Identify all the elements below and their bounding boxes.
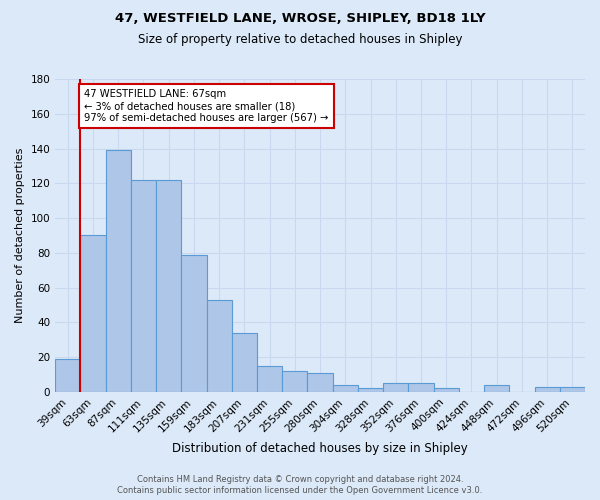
Bar xyxy=(206,300,232,392)
Bar xyxy=(560,386,585,392)
Bar xyxy=(409,384,434,392)
Bar xyxy=(257,366,282,392)
Bar xyxy=(282,371,307,392)
Text: Contains public sector information licensed under the Open Government Licence v3: Contains public sector information licen… xyxy=(118,486,482,495)
Text: Contains HM Land Registry data © Crown copyright and database right 2024.: Contains HM Land Registry data © Crown c… xyxy=(137,475,463,484)
Bar xyxy=(80,236,106,392)
Bar xyxy=(535,386,560,392)
Bar xyxy=(332,385,358,392)
Text: Size of property relative to detached houses in Shipley: Size of property relative to detached ho… xyxy=(138,32,462,46)
Bar xyxy=(434,388,459,392)
Text: 47, WESTFIELD LANE, WROSE, SHIPLEY, BD18 1LY: 47, WESTFIELD LANE, WROSE, SHIPLEY, BD18… xyxy=(115,12,485,26)
Text: 47 WESTFIELD LANE: 67sqm
← 3% of detached houses are smaller (18)
97% of semi-de: 47 WESTFIELD LANE: 67sqm ← 3% of detache… xyxy=(84,90,329,122)
Bar xyxy=(156,180,181,392)
Bar xyxy=(484,385,509,392)
Bar xyxy=(358,388,383,392)
Bar xyxy=(55,359,80,392)
Bar xyxy=(181,254,206,392)
Bar xyxy=(232,333,257,392)
Bar xyxy=(106,150,131,392)
Bar xyxy=(307,373,332,392)
X-axis label: Distribution of detached houses by size in Shipley: Distribution of detached houses by size … xyxy=(172,442,468,455)
Y-axis label: Number of detached properties: Number of detached properties xyxy=(15,148,25,323)
Bar xyxy=(131,180,156,392)
Bar xyxy=(383,384,409,392)
